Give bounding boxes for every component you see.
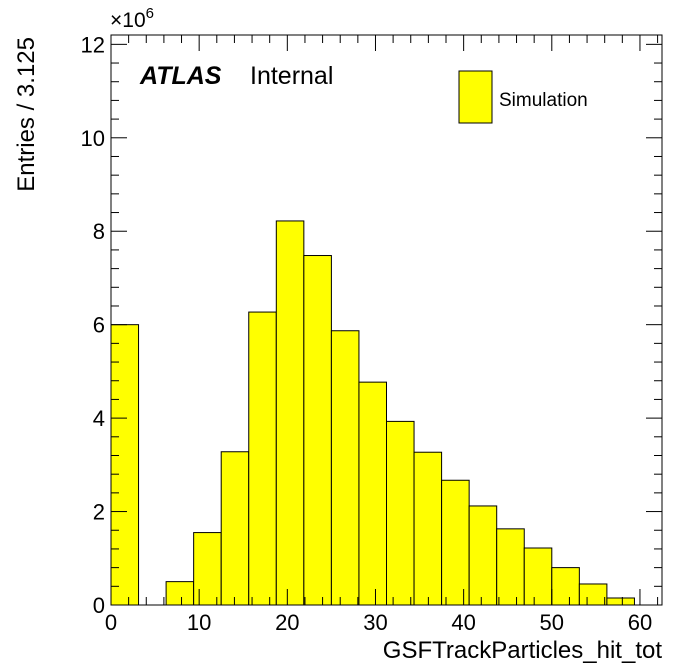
plot-frame — [110, 34, 663, 606]
x-tick-label: 0 — [105, 610, 117, 635]
y-axis-title: Entries / 3.125 — [13, 37, 40, 192]
histogram-bars — [110, 220, 635, 606]
histogram-bin-15 — [523, 547, 553, 606]
y-tick-label: 0 — [93, 593, 105, 618]
x-tick-label: 60 — [628, 610, 652, 635]
y-tick-label: 8 — [93, 219, 105, 244]
histogram-bin-2 — [165, 581, 195, 606]
y-tick-label: 12 — [81, 32, 105, 57]
x-tick-label: 40 — [451, 610, 475, 635]
histogram-bin-17 — [578, 583, 608, 606]
histogram-bin-9 — [358, 381, 388, 606]
histogram-bin-10 — [386, 420, 415, 606]
histogram-bin-8 — [330, 330, 360, 606]
y-tick-label: 10 — [81, 126, 105, 151]
atlas-label: ATLAS — [139, 62, 222, 90]
histogram-bin-0 — [110, 324, 140, 606]
histogram-bin-3 — [193, 532, 222, 606]
axis-ticks — [110, 35, 662, 606]
y-axis-multiplier: ×106 — [110, 5, 154, 32]
y-tick-label: 4 — [93, 406, 105, 431]
histogram-bin-12 — [441, 479, 470, 606]
histogram-bin-7 — [303, 255, 332, 606]
legend: Simulation — [458, 70, 588, 124]
y-tick-label: 6 — [93, 313, 105, 338]
legend-label: Simulation — [499, 90, 588, 111]
x-axis-title: GSFTrackParticles_hit_tot — [383, 637, 663, 664]
legend-swatch — [458, 70, 493, 124]
x-tick-label: 20 — [275, 610, 299, 635]
x-tick-label: 10 — [187, 610, 211, 635]
histogram-bin-11 — [413, 451, 443, 606]
histogram-bin-14 — [496, 528, 525, 606]
histogram-bin-4 — [220, 451, 250, 606]
y-tick-label: 2 — [93, 500, 105, 525]
tick-labels: 0 10 20 30 40 50 60 0 2 4 6 8 10 12 — [81, 32, 653, 635]
histogram-bin-18 — [606, 597, 635, 606]
histogram-bin-13 — [468, 505, 498, 606]
x-tick-label: 50 — [540, 610, 564, 635]
internal-label: Internal — [250, 62, 333, 90]
histogram-bin-6 — [275, 220, 305, 606]
x-tick-label: 30 — [363, 610, 387, 635]
histogram-bin-5 — [248, 311, 277, 606]
histogram-bin-16 — [551, 567, 580, 606]
